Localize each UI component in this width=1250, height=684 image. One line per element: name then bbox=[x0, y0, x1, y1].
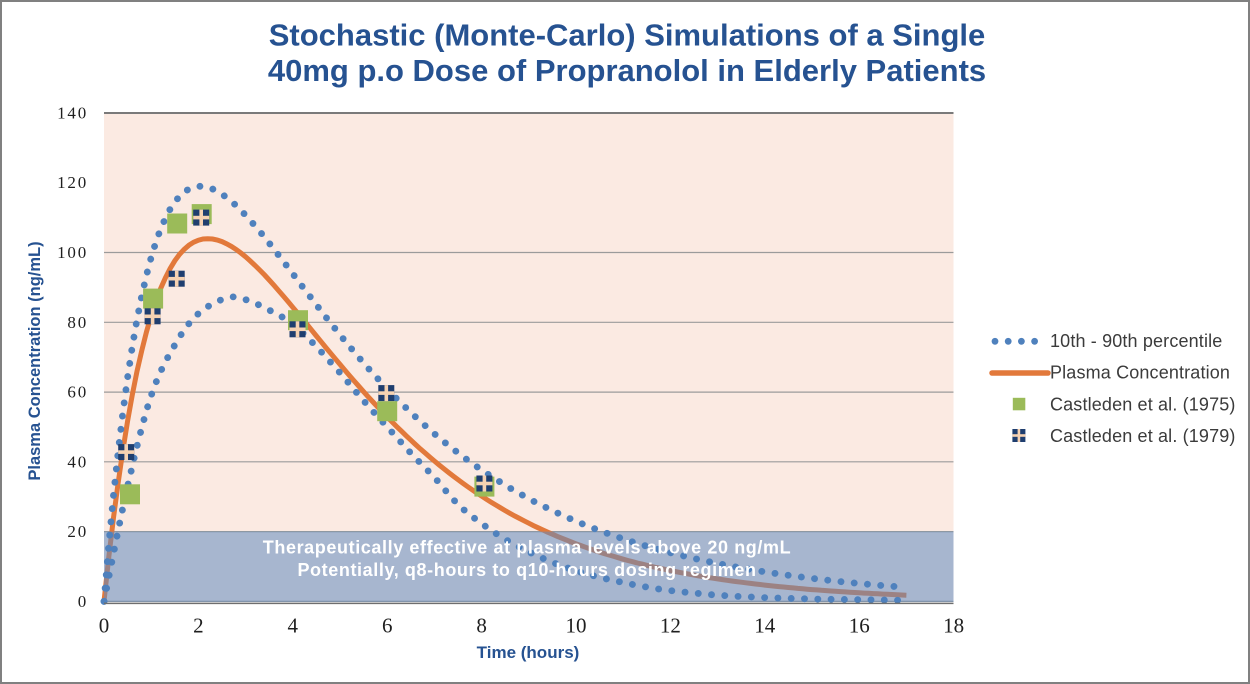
svg-text:40mg p.o Dose of Propranolol i: 40mg p.o Dose of Propranolol in Elderly … bbox=[268, 53, 986, 88]
svg-text:Plasma Concentration: Plasma Concentration bbox=[1050, 363, 1230, 383]
svg-text:Therapeutically effective at p: Therapeutically effective at plasma leve… bbox=[263, 538, 791, 558]
svg-text:0: 0 bbox=[99, 614, 110, 638]
svg-text:Time (hours): Time (hours) bbox=[477, 643, 580, 662]
svg-text:2: 2 bbox=[193, 614, 204, 638]
svg-text:100: 100 bbox=[57, 243, 88, 262]
svg-text:20: 20 bbox=[67, 522, 88, 541]
svg-text:60: 60 bbox=[67, 383, 88, 402]
svg-text:Plasma Concentration (ng/mL): Plasma Concentration (ng/mL) bbox=[26, 241, 44, 480]
svg-text:8: 8 bbox=[476, 614, 487, 638]
svg-text:0: 0 bbox=[78, 592, 88, 611]
svg-text:120: 120 bbox=[57, 173, 88, 192]
svg-text:40: 40 bbox=[67, 452, 88, 471]
svg-text:4: 4 bbox=[288, 614, 299, 638]
svg-text:Potentially, q8-hours to q10-h: Potentially, q8-hours to q10-hours dosin… bbox=[297, 560, 756, 580]
svg-text:Castleden et al. (1975): Castleden et al. (1975) bbox=[1050, 394, 1236, 414]
svg-text:16: 16 bbox=[849, 614, 870, 638]
svg-text:10th - 90th percentile: 10th - 90th percentile bbox=[1050, 331, 1222, 351]
svg-text:6: 6 bbox=[382, 614, 393, 638]
svg-text:18: 18 bbox=[943, 614, 964, 638]
svg-text:14: 14 bbox=[754, 614, 776, 638]
svg-text:10: 10 bbox=[566, 614, 587, 638]
svg-text:80: 80 bbox=[67, 313, 88, 332]
svg-text:Castleden et al. (1979): Castleden et al. (1979) bbox=[1050, 426, 1236, 446]
svg-text:Stochastic (Monte-Carlo) Simul: Stochastic (Monte-Carlo) Simulations of … bbox=[269, 18, 986, 53]
svg-text:140: 140 bbox=[57, 103, 88, 122]
svg-text:12: 12 bbox=[660, 614, 681, 638]
